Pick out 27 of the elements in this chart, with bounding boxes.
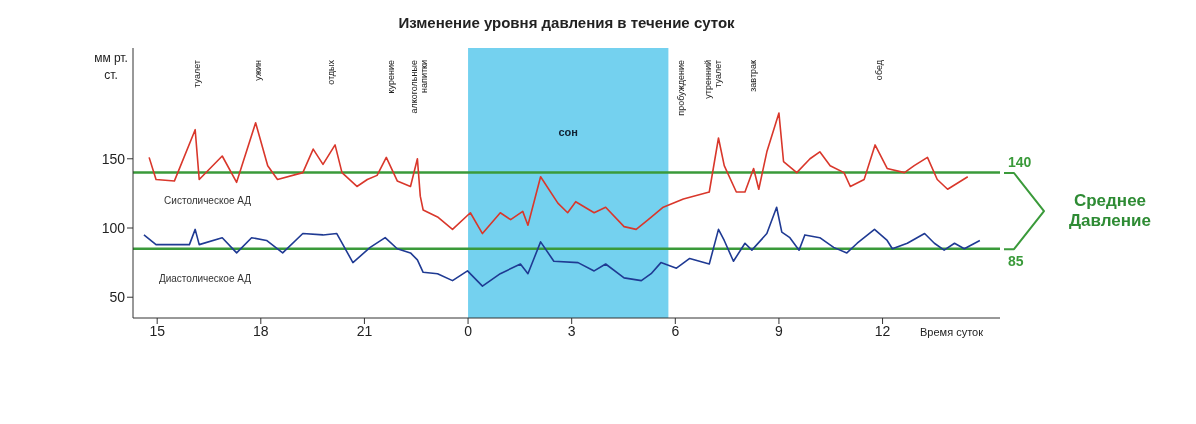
y-tick-label: 150 <box>101 150 126 167</box>
annotation: пробуждение <box>676 60 686 116</box>
x-tick-label: 3 <box>567 322 576 339</box>
ref-line-label: 140 <box>1008 153 1032 170</box>
x-tick-label: 9 <box>775 322 784 339</box>
x-tick-label: 0 <box>464 322 473 339</box>
y-axis-title: мм рт. ст. <box>93 50 129 84</box>
text: Диастолическое АД <box>158 272 252 284</box>
ref-line-label: 85 <box>1008 252 1024 269</box>
y-tick-label: 50 <box>109 289 126 306</box>
annotation: завтрак <box>748 59 758 92</box>
chart-title: Изменение уровня давления в течение суток <box>397 14 736 31</box>
x-tick-label: 12 <box>874 322 891 339</box>
annotation: туалет <box>192 60 202 88</box>
annotation: обед <box>874 59 884 81</box>
text: Среднее Давление <box>1068 190 1152 231</box>
x-tick-label: 6 <box>671 322 680 339</box>
annotation: курение <box>386 60 396 94</box>
annotation: отдых <box>326 59 336 85</box>
y-tick-label: 100 <box>101 219 126 236</box>
annotation: ужин <box>253 59 263 81</box>
x-axis-title: Время суток <box>920 326 983 338</box>
x-tick-label: 18 <box>253 322 269 339</box>
x-tick-label: 21 <box>356 322 373 339</box>
series-label: Систолическое АД <box>164 195 252 207</box>
band-label: сон <box>558 125 578 138</box>
x-tick-label: 15 <box>149 322 166 339</box>
